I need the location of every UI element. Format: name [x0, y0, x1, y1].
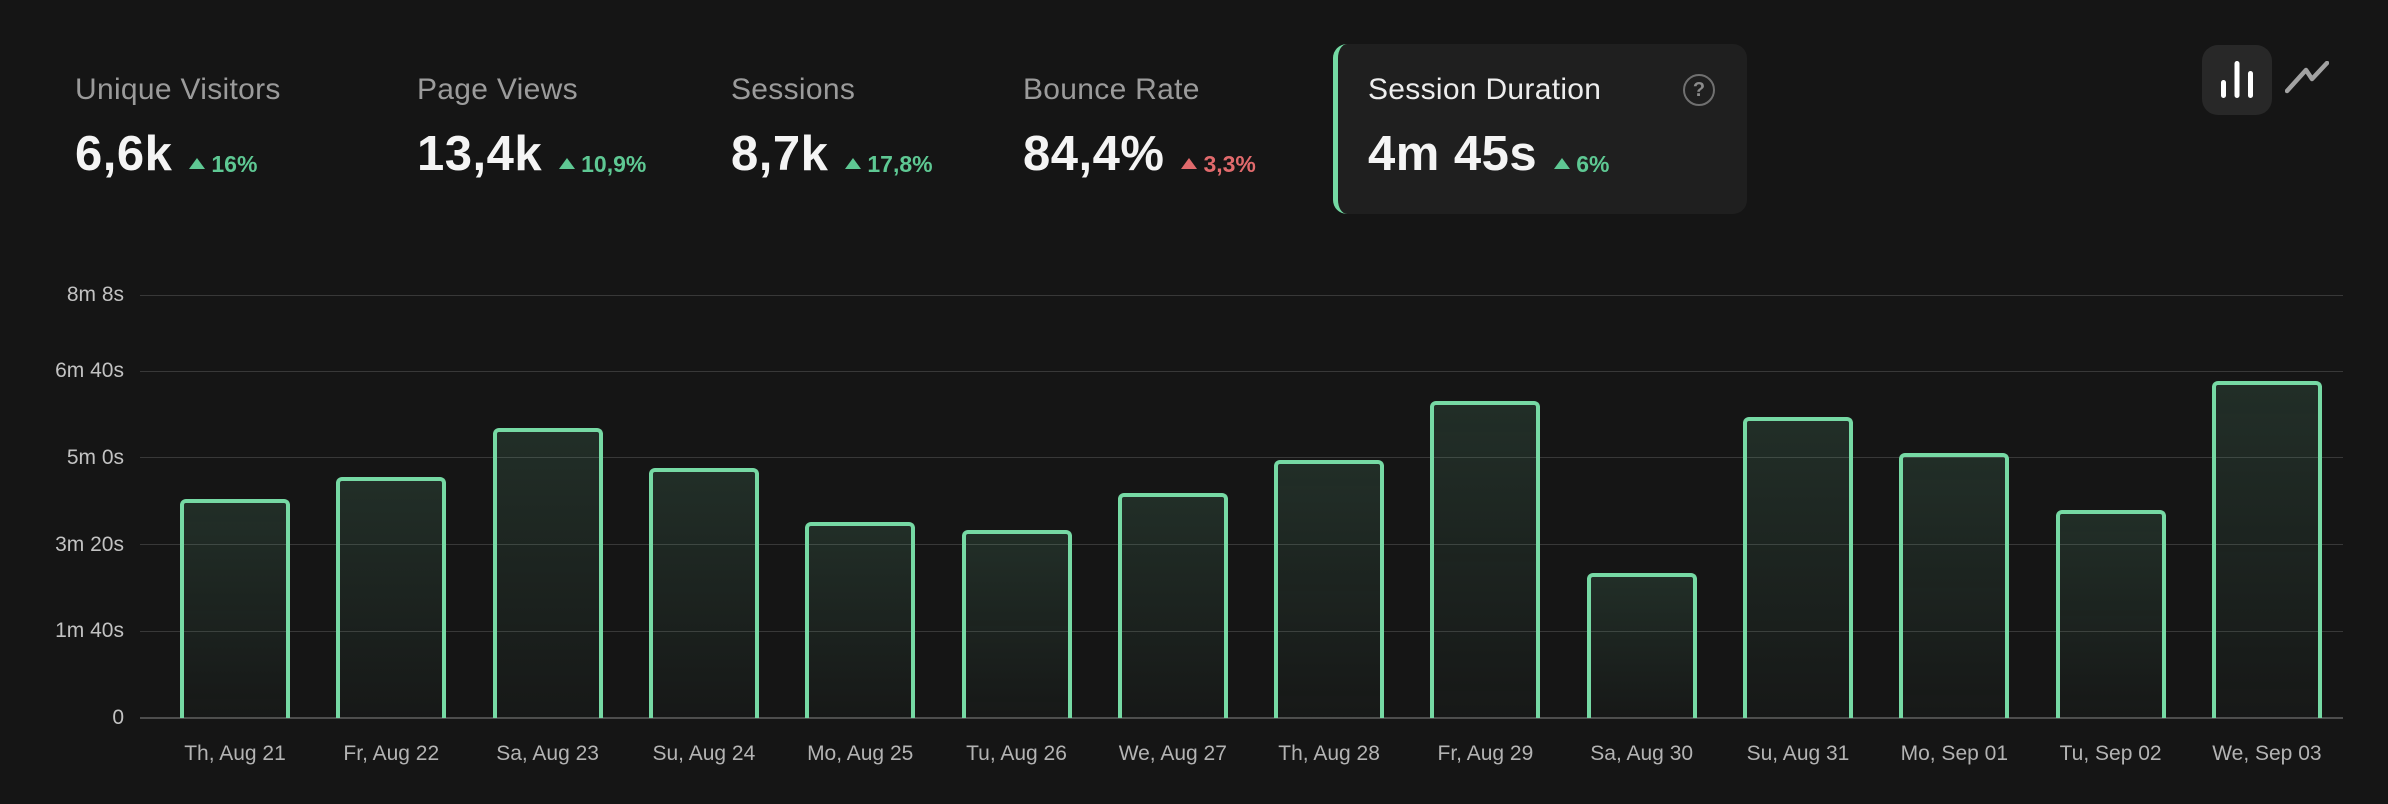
delta-value: 16%	[211, 151, 258, 177]
delta-up-icon	[189, 158, 206, 169]
x-tick-label: Su, Aug 24	[652, 742, 756, 765]
x-tick-label: Fr, Aug 29	[1437, 742, 1534, 765]
gridline	[140, 370, 2343, 372]
x-tick-label: We, Aug 27	[1118, 742, 1227, 765]
metric-value: 8,7k	[731, 127, 829, 181]
bar-chart-icon	[2202, 61, 2272, 118]
x-tick-label: Su, Aug 31	[1746, 742, 1850, 765]
delta-up-icon	[845, 158, 862, 169]
metric-label: Sessions	[731, 73, 856, 106]
bar-mo-sep-01[interactable]	[1899, 452, 2010, 718]
delta-up-icon	[559, 158, 576, 169]
metric-delta: 16%	[189, 151, 257, 178]
bar-mo-aug-25[interactable]	[805, 522, 916, 718]
metric-delta: 17,8%	[845, 151, 933, 178]
y-tick-label: 5m 0s	[66, 445, 124, 469]
delta-up-icon	[1181, 158, 1198, 169]
x-tick-label: Fr, Aug 22	[343, 742, 440, 765]
y-tick-label: 1m 40s	[55, 619, 124, 643]
x-tick-label: Th, Aug 28	[1278, 742, 1380, 765]
x-tick-label: We, Sep 03	[2212, 742, 2322, 765]
metric-label: Unique Visitors	[75, 73, 281, 106]
bar-su-aug-31[interactable]	[1743, 417, 1853, 718]
bar-we-sep-03[interactable]	[2211, 380, 2322, 718]
bar-chart-view-button[interactable]	[2202, 45, 2272, 115]
metric-label: Session Duration	[1368, 73, 1602, 106]
metric-delta: 10,9%	[559, 151, 646, 178]
metric-delta: 6%	[1554, 151, 1609, 178]
y-tick-label: 6m 40s	[55, 359, 124, 383]
x-tick-label: Th, Aug 21	[184, 742, 286, 765]
metric-value: 4m 45s	[1368, 127, 1538, 181]
bar-su-aug-24[interactable]	[648, 468, 759, 718]
gridline	[140, 457, 2343, 459]
y-tick-label: 3m 20s	[55, 532, 124, 556]
gridline	[140, 544, 2343, 546]
delta-value: 6%	[1576, 151, 1610, 177]
y-tick-label: 0	[112, 706, 124, 729]
x-axis-baseline	[140, 717, 2343, 719]
x-tick-label: Sa, Aug 23	[496, 742, 599, 765]
bar-th-aug-21[interactable]	[180, 498, 290, 718]
line-chart-icon	[2284, 60, 2330, 98]
bar-tu-aug-26[interactable]	[961, 529, 1072, 718]
bar-sa-aug-30[interactable]	[1586, 573, 1697, 718]
delta-value: 17,8%	[867, 151, 933, 177]
gridline	[140, 630, 2343, 632]
question-circle-icon[interactable]: ?	[1683, 74, 1715, 106]
x-tick-label: Tu, Aug 26	[966, 742, 1067, 765]
x-tick-label: Sa, Aug 30	[1590, 742, 1694, 765]
x-tick-label: Mo, Sep 01	[1900, 742, 2008, 765]
gridline	[140, 294, 2343, 296]
metric-value: 84,4%	[1023, 127, 1165, 181]
bar-sa-aug-23[interactable]	[492, 428, 603, 718]
y-tick-label: 8m 8s	[66, 283, 124, 306]
delta-value: 10,9%	[581, 151, 647, 177]
metric-label: Page Views	[417, 73, 578, 106]
metric-value: 6,6k	[75, 127, 173, 181]
line-chart-view-button[interactable]	[2284, 60, 2330, 98]
bar-tu-sep-02[interactable]	[2055, 509, 2166, 718]
metric-label: Bounce Rate	[1023, 73, 1200, 106]
x-tick-label: Tu, Sep 02	[2059, 742, 2162, 765]
bar-fr-aug-29[interactable]	[1430, 400, 1541, 718]
x-tick-label: Mo, Aug 25	[807, 742, 914, 765]
delta-value: 3,3%	[1203, 151, 1256, 177]
metric-session-duration-card[interactable]: Session Duration ? 4m 45s 6%	[1333, 44, 1747, 214]
bar-fr-aug-22[interactable]	[336, 477, 447, 718]
delta-up-icon	[1554, 158, 1571, 169]
bar-we-aug-27[interactable]	[1117, 493, 1228, 718]
bar-th-aug-28[interactable]	[1274, 459, 1385, 718]
metric-value: 13,4k	[417, 127, 543, 181]
metric-delta: 3,3%	[1181, 151, 1256, 178]
